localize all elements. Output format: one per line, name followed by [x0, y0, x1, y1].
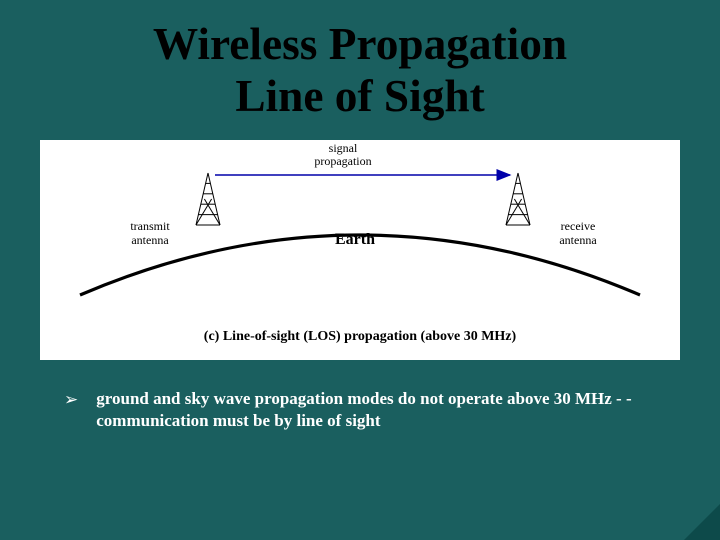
bullet-glyph-icon: ➢ [64, 390, 78, 410]
signal-label-line1: signal [329, 141, 358, 155]
transmit-label-line1: transmit [130, 219, 170, 233]
transmit-label-line2: antenna [131, 233, 169, 247]
signal-label-line2: propagation [314, 154, 371, 168]
receive-label-line2: antenna [559, 233, 597, 247]
receive-label-line1: receive [561, 219, 596, 233]
title-line-1: Wireless Propagation [0, 18, 720, 70]
transmit-antenna-icon [196, 173, 220, 225]
title-line-2: Line of Sight [0, 70, 720, 122]
bullet-text: ground and sky wave propagation modes do… [96, 388, 656, 431]
propagation-diagram: Earth transmit antenna receive antenna s… [40, 140, 680, 360]
slide-title: Wireless Propagation Line of Sight [0, 0, 720, 122]
corner-fold-icon [684, 504, 720, 540]
diagram-panel: Earth transmit antenna receive antenna s… [40, 140, 680, 360]
earth-label: Earth [335, 231, 375, 248]
receive-antenna-icon [506, 173, 530, 225]
diagram-caption: (c) Line-of-sight (LOS) propagation (abo… [204, 329, 517, 344]
bullet-item: ➢ ground and sky wave propagation modes … [64, 388, 656, 431]
